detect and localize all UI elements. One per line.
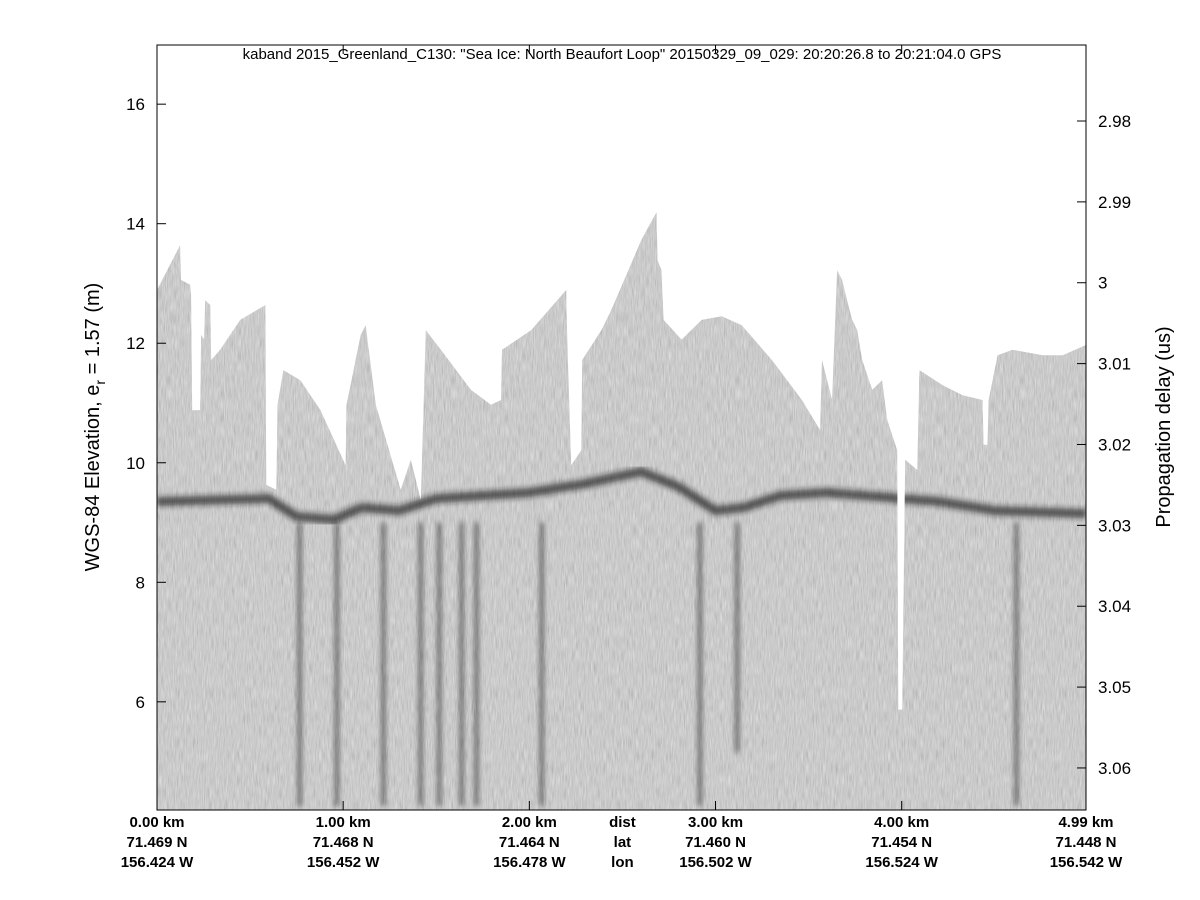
x-tick-label-lat: 71.460 N: [685, 834, 746, 851]
y-tick-label: 14: [126, 215, 145, 234]
streak: [380, 522, 387, 806]
x-tick-label-dist: 3.00 km: [688, 814, 743, 831]
y-tick-label: 16: [126, 95, 145, 114]
y2-tick-label: 3.04: [1098, 597, 1131, 616]
x-tick-label-lat: 71.448 N: [1056, 834, 1117, 851]
streak: [473, 522, 480, 806]
dark-streaks: [296, 522, 1020, 806]
streak: [1013, 522, 1020, 806]
x-tick-label-lat: lat: [614, 834, 632, 851]
y-axis-label: WGS-84 Elevation, er = 1.57 (m): [82, 283, 108, 572]
streak: [458, 522, 465, 806]
axis-ticks: 6 8 10 12 14 16 2.98 2.99 3 3.01 3.02 3.03 3.04 3.05 3…: [121, 45, 1131, 871]
x-tick-label-lat: 71.454 N: [871, 834, 932, 851]
x-tick-label-lon: 156.524 W: [865, 854, 938, 871]
x-tick-label-lat: 71.469 N: [127, 834, 188, 851]
y2-tick-label: 3.05: [1098, 678, 1131, 697]
y-tick-label: 8: [136, 573, 145, 592]
y-tick-label: 6: [136, 693, 145, 712]
x-tick-label-dist: 1.00 km: [316, 814, 371, 831]
x-tick-label-lon: 156.542 W: [1050, 854, 1123, 871]
y2-tick-label: 3.03: [1098, 516, 1131, 535]
streak: [734, 522, 741, 753]
x-tick-label-lat: 71.468 N: [313, 834, 374, 851]
x-tick-label-dist: 4.00 km: [874, 814, 929, 831]
streak: [436, 522, 443, 806]
x-tick-label-dist: 2.00 km: [502, 814, 557, 831]
x-tick-label-lon: 156.452 W: [307, 854, 380, 871]
y2-tick-label: 2.99: [1098, 193, 1131, 212]
streak: [538, 522, 545, 806]
y2-tick-label: 3: [1098, 274, 1107, 293]
y2-tick-label: 2.98: [1098, 112, 1131, 131]
ice-layer-band: [157, 467, 1086, 525]
chart-title: kaband 2015_Greenland_C130: "Sea Ice: No…: [243, 46, 1002, 63]
x-tick-label-lon: 156.424 W: [121, 854, 194, 871]
y2-axis-label: Propagation delay (us): [1153, 326, 1175, 527]
y-tick-label: 10: [126, 454, 145, 473]
x-tick-label-dist: 0.00 km: [129, 814, 184, 831]
x-tick-label-lon: 156.478 W: [493, 854, 566, 871]
streak: [696, 522, 703, 806]
y2-tick-label: 3.06: [1098, 759, 1131, 778]
streak: [417, 522, 424, 806]
x-tick-label-lat: 71.464 N: [499, 834, 560, 851]
y-tick-label: 12: [126, 334, 145, 353]
y2-tick-label: 3.01: [1098, 355, 1131, 374]
x-tick-label-lon: lon: [611, 854, 634, 871]
x-tick-label-lon: 156.502 W: [679, 854, 752, 871]
axes-box: [156, 44, 1087, 811]
x-tick-label-dist: dist: [609, 814, 636, 831]
x-tick-label-dist: 4.99 km: [1058, 814, 1113, 831]
y2-tick-label: 3.02: [1098, 435, 1131, 454]
streak: [333, 522, 340, 806]
streak: [296, 522, 303, 806]
